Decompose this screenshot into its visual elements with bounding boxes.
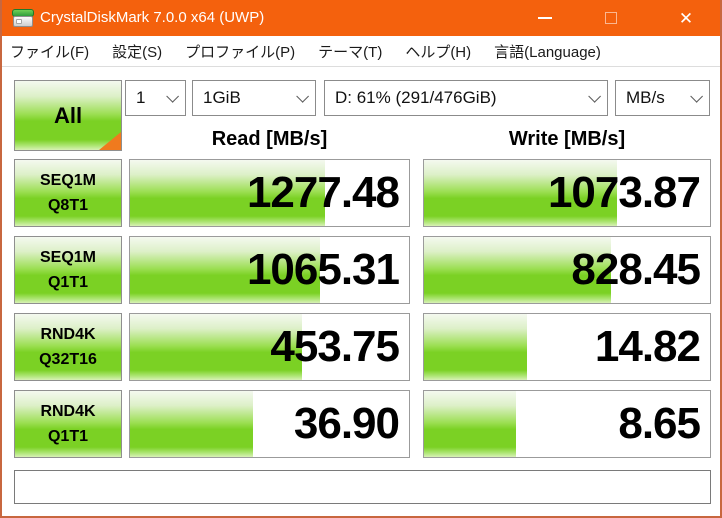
result-bar <box>424 237 612 303</box>
read-result-rnd4k-q32t16: 453.75 <box>129 313 410 381</box>
test-size-value: 1GiB <box>203 88 241 107</box>
write-value: 828.45 <box>571 245 701 294</box>
result-bar <box>130 160 326 226</box>
maximize-icon <box>605 12 617 24</box>
close-icon: ✕ <box>678 8 694 28</box>
minimize-button[interactable] <box>522 0 568 36</box>
chevron-down-icon <box>690 89 703 103</box>
read-value: 36.90 <box>293 399 400 448</box>
result-bar <box>130 314 302 380</box>
result-bar <box>424 391 516 457</box>
result-bar <box>424 314 527 380</box>
read-value: 1065.31 <box>246 245 400 294</box>
read-result-seq1m-q1t1: 1065.31 <box>129 236 410 304</box>
write-result-seq1m-q8t1: 1073.87 <box>423 159 711 227</box>
menu-item-help[interactable]: ヘルプ(H) <box>405 43 472 61</box>
chevron-down-icon <box>588 89 601 103</box>
chevron-down-icon <box>166 89 179 103</box>
app-icon <box>12 8 34 28</box>
write-value: 1073.87 <box>547 168 701 217</box>
run-all-button[interactable]: All <box>14 80 122 151</box>
write-result-seq1m-q1t1: 828.45 <box>423 236 711 304</box>
result-bar <box>424 160 618 226</box>
unit-value: MB/s <box>626 88 665 107</box>
menu-item-theme[interactable]: テーマ(T) <box>318 43 383 61</box>
test-button-rnd4k-q32t16[interactable]: RND4K Q32T16 <box>14 313 122 381</box>
read-column-header: Read [MB/s] <box>211 127 328 150</box>
menu-item-settings[interactable]: 設定(S) <box>112 43 163 61</box>
menu-item-profile[interactable]: プロファイル(P) <box>185 43 296 61</box>
maximize-button[interactable] <box>588 0 634 36</box>
write-column-header: Write [MB/s] <box>508 127 626 150</box>
target-drive-select[interactable]: D: 61% (291/476GiB) <box>324 80 608 116</box>
test-button-seq1m-q8t1[interactable]: SEQ1M Q8T1 <box>14 159 122 227</box>
all-button-corner-triangle <box>99 132 121 150</box>
close-button[interactable]: ✕ <box>663 0 709 36</box>
title-bar: CrystalDiskMark 7.0.0 x64 (UWP) ✕ <box>2 0 720 36</box>
result-bar <box>130 391 253 457</box>
test-button-seq1m-q1t1[interactable]: SEQ1M Q1T1 <box>14 236 122 304</box>
write-result-rnd4k-q1t1: 8.65 <box>423 390 711 458</box>
read-value: 1277.48 <box>246 168 400 217</box>
test-button-rnd4k-q1t1[interactable]: RND4K Q1T1 <box>14 390 122 458</box>
comment-input[interactable] <box>14 470 711 504</box>
menu-item-file[interactable]: ファイル(F) <box>10 43 90 61</box>
result-bar <box>130 237 320 303</box>
menu-bar: ファイル(F) 設定(S) プロファイル(P) テーマ(T) ヘルプ(H) 言語… <box>2 36 720 67</box>
unit-select[interactable]: MB/s <box>615 80 710 116</box>
read-result-rnd4k-q1t1: 36.90 <box>129 390 410 458</box>
write-result-rnd4k-q32t16: 14.82 <box>423 313 711 381</box>
chevron-down-icon <box>296 89 309 103</box>
read-value: 453.75 <box>270 322 400 371</box>
test-count-select[interactable]: 1 <box>125 80 186 116</box>
write-value: 14.82 <box>594 322 701 371</box>
menu-item-language[interactable]: 言語(Language) <box>494 43 601 61</box>
minimize-icon <box>538 17 552 19</box>
read-result-seq1m-q8t1: 1277.48 <box>129 159 410 227</box>
test-size-select[interactable]: 1GiB <box>192 80 316 116</box>
write-value: 8.65 <box>618 399 701 448</box>
test-count-value: 1 <box>136 88 146 107</box>
target-drive-value: D: 61% (291/476GiB) <box>335 88 497 107</box>
run-all-label: All <box>53 102 83 128</box>
window-title: CrystalDiskMark 7.0.0 x64 (UWP) <box>40 9 265 26</box>
